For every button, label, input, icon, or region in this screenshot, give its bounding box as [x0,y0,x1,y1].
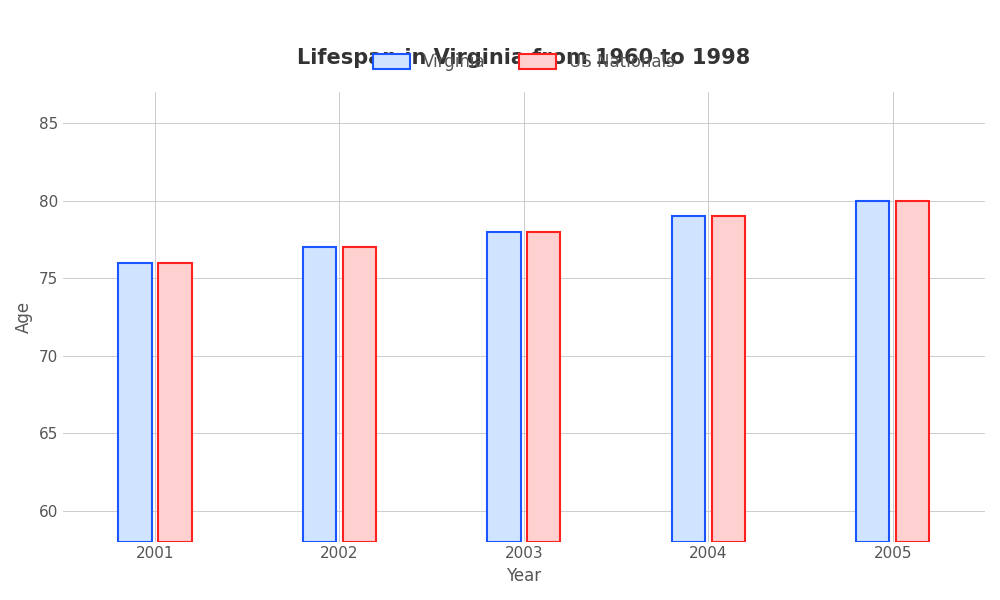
Title: Lifespan in Virginia from 1960 to 1998: Lifespan in Virginia from 1960 to 1998 [297,49,751,68]
Bar [303,247,336,542]
Bar [118,263,152,542]
Bar [343,247,376,542]
Legend: Virginia, US Nationals: Virginia, US Nationals [366,47,681,78]
Y-axis label: Age: Age [15,301,33,333]
Bar [527,232,560,542]
Bar [158,263,192,542]
Bar [856,200,889,542]
X-axis label: Year: Year [506,567,541,585]
Bar [487,232,521,542]
Bar [896,200,929,542]
Bar [672,216,705,542]
Bar [712,216,745,542]
